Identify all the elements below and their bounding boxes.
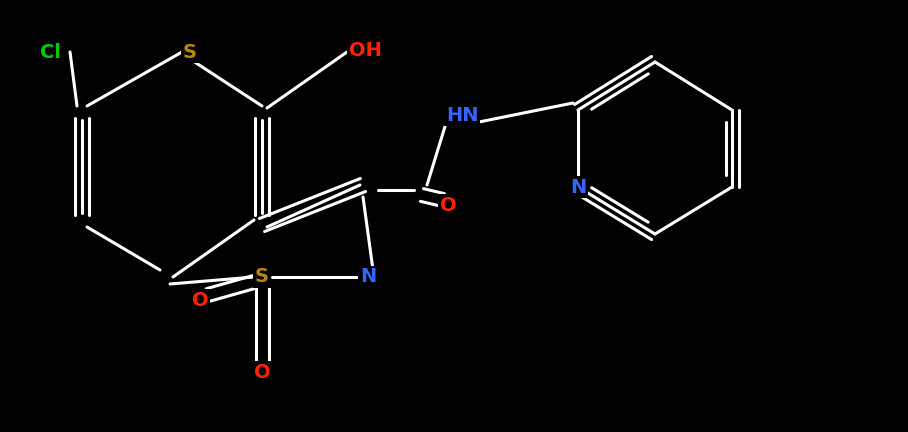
Text: HN: HN [446, 105, 479, 124]
Text: S: S [255, 267, 269, 286]
Text: OH: OH [349, 41, 381, 60]
Text: O: O [192, 290, 208, 309]
Text: Cl: Cl [40, 42, 61, 61]
Text: N: N [570, 178, 587, 197]
Text: O: O [253, 362, 271, 381]
Text: N: N [360, 267, 376, 286]
Text: O: O [439, 196, 457, 215]
Text: S: S [183, 42, 197, 61]
